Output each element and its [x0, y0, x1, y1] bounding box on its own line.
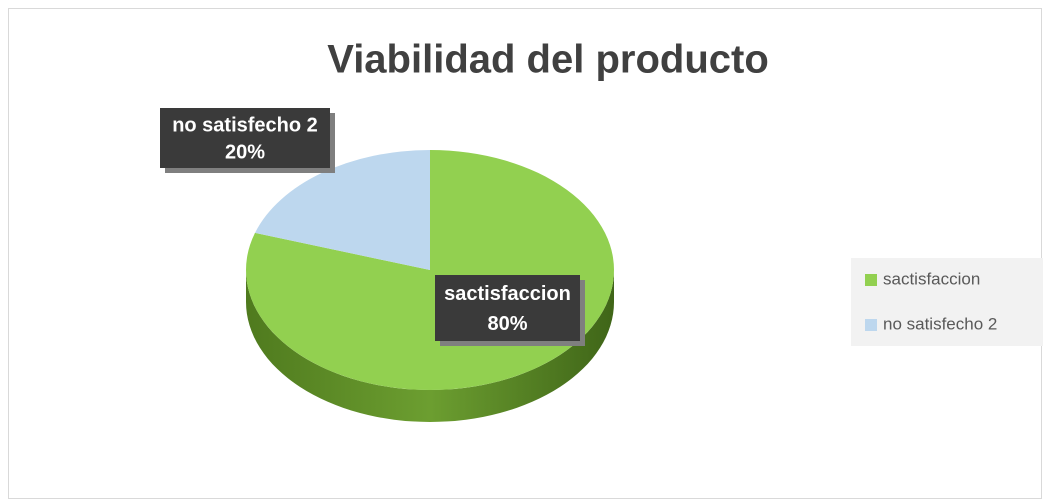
data-label-value: 20% — [225, 141, 265, 163]
legend-swatch — [865, 319, 877, 331]
data-label-name: no satisfecho 2 — [172, 114, 318, 136]
data-label-box — [160, 108, 330, 168]
legend-box — [851, 258, 1043, 346]
pie-slice — [255, 150, 430, 270]
legend-label: sactisfaccion — [883, 269, 980, 288]
data-label-value: 80% — [487, 313, 527, 335]
legend-swatch — [865, 274, 877, 286]
legend-label: no satisfecho 2 — [883, 314, 997, 333]
pie-side — [246, 270, 614, 422]
chart-title: Viabilidad del producto — [327, 38, 769, 82]
data-label-box — [435, 275, 580, 341]
data-label-name: sactisfaccion — [444, 283, 571, 305]
